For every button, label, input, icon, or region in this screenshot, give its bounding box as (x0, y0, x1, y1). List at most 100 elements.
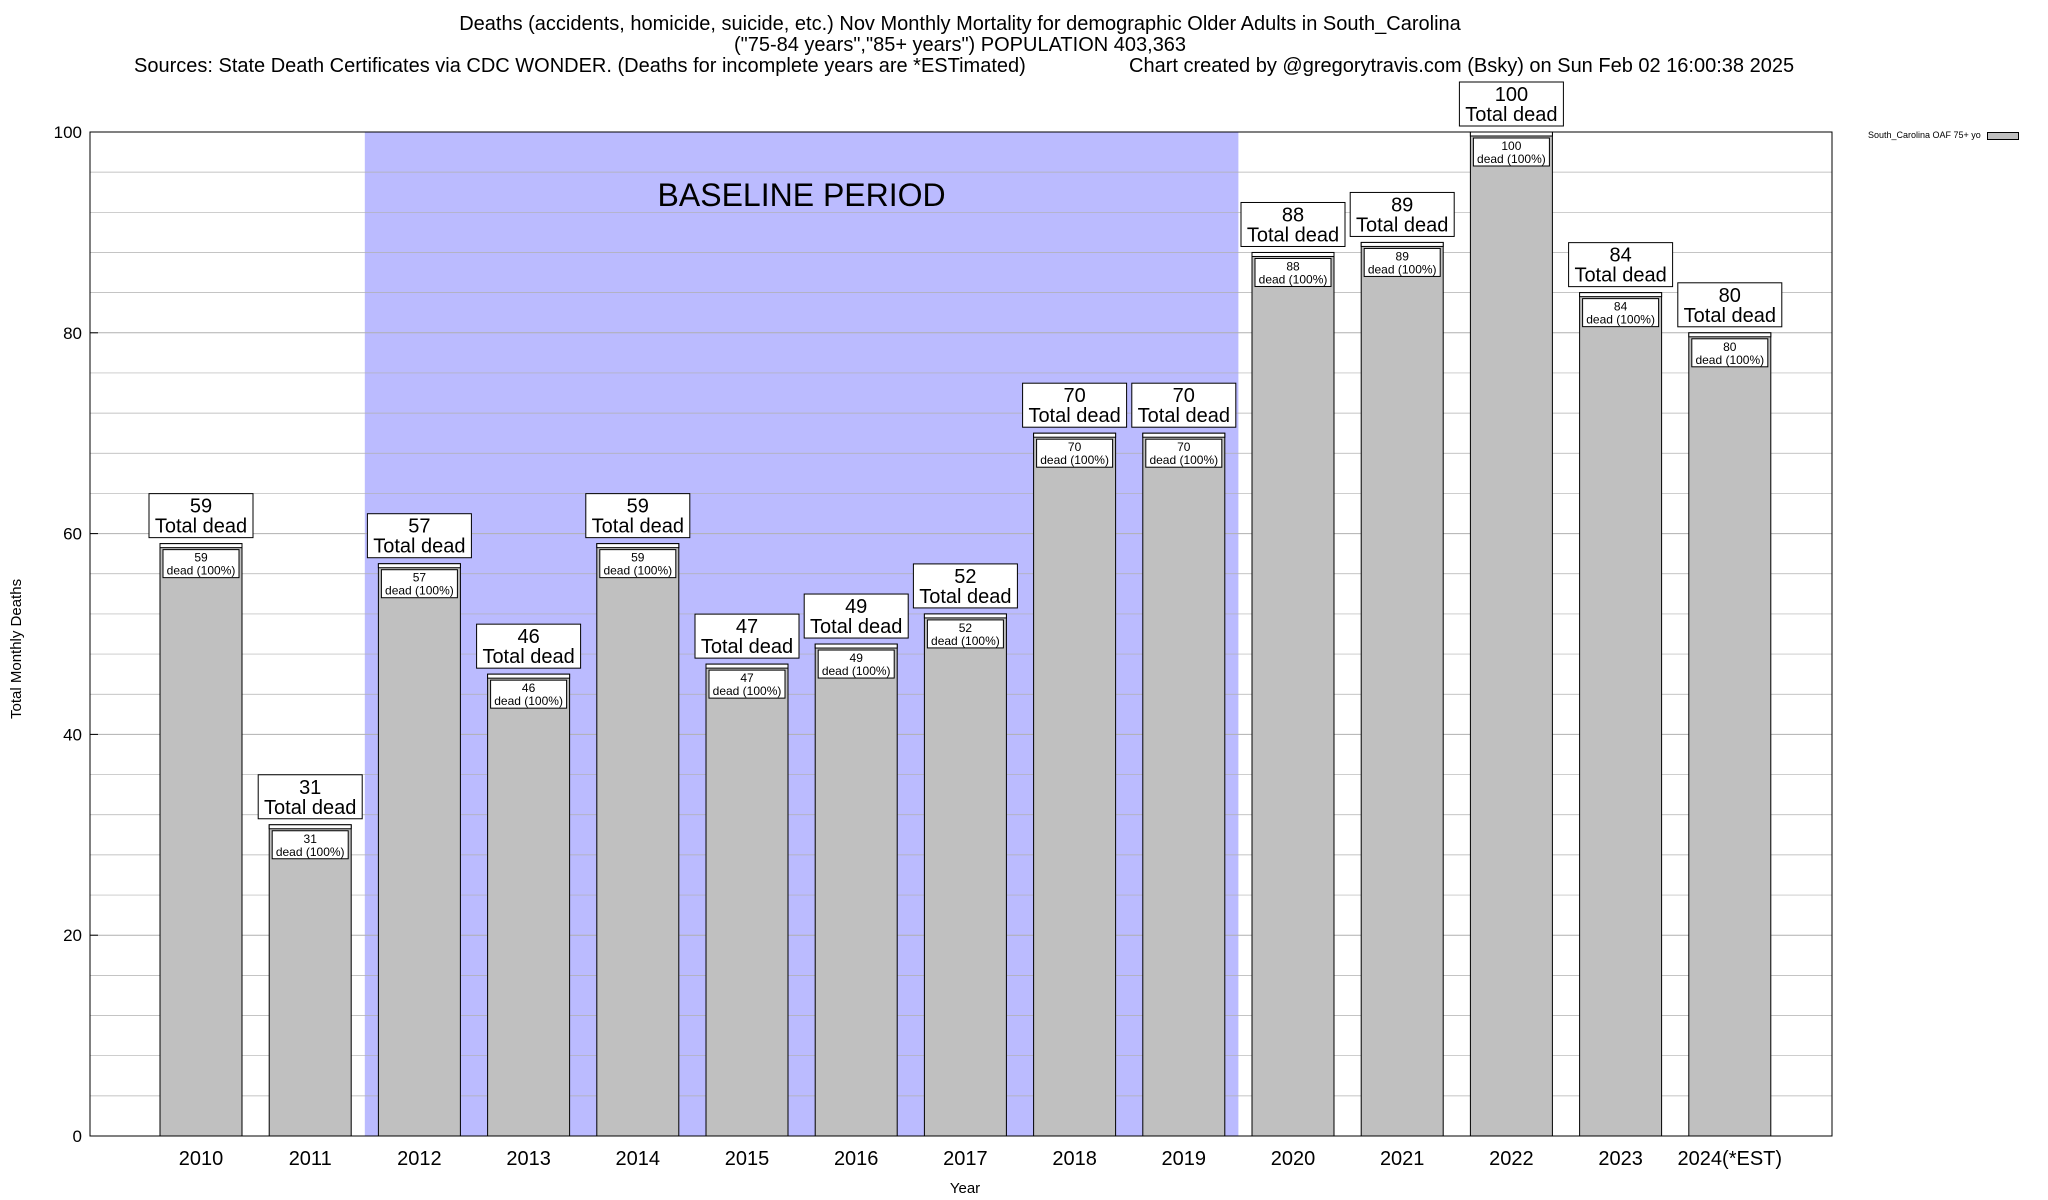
x-tick-label: 2011 (289, 1148, 332, 1170)
inner-label-box (817, 649, 895, 679)
total-value-label: 57 (408, 516, 430, 538)
inner-label-box (162, 549, 240, 579)
x-tick-label: 2022 (1489, 1148, 1534, 1170)
x-tick-label: 2021 (1380, 1148, 1425, 1170)
inner-percent-label: dead (100%) (1586, 313, 1655, 327)
bar-cap (487, 673, 571, 679)
y-tick-label: 20 (63, 926, 82, 945)
total-value-label: 80 (1719, 285, 1741, 307)
x-tick-label: 2018 (1052, 1148, 1097, 1170)
chart-subtitle: ("75-84 years","85+ years") POPULATION 4… (733, 34, 1187, 56)
inner-percent-label: dead (100%) (385, 584, 454, 598)
bar-cap (1688, 332, 1772, 338)
inner-percent-label: dead (100%) (822, 664, 891, 678)
total-label-box (694, 613, 800, 659)
total-value-label: 70 (1063, 385, 1085, 407)
plot-frame (89, 131, 1833, 1137)
inner-label-box (599, 549, 677, 579)
x-tick-label: 2024(*EST) (1678, 1148, 1783, 1170)
x-tick-label: 2017 (943, 1148, 988, 1170)
total-dead-label: Total dead (1356, 214, 1448, 236)
total-value-label: 59 (190, 496, 212, 518)
inner-value-label: 57 (413, 571, 427, 585)
bar-cap (1579, 292, 1663, 298)
legend: South_Carolina OAF 75+ yo (1868, 130, 2019, 140)
inner-label-box (1691, 338, 1769, 368)
bar-cap (268, 824, 352, 830)
inner-value-label: 80 (1723, 340, 1737, 354)
chart-source-note: Sources: State Death Certificates via CD… (134, 55, 1026, 77)
bar-cap (1469, 131, 1553, 137)
total-dead-label: Total dead (919, 586, 1011, 608)
x-tick-label: 2023 (1598, 1148, 1643, 1170)
bar-cap (1033, 432, 1117, 438)
inner-value-label: 84 (1614, 300, 1628, 314)
inner-label-box (1036, 438, 1114, 468)
x-tick-label: 2020 (1271, 1148, 1316, 1170)
bar (1579, 292, 1663, 1137)
total-value-label: 59 (627, 496, 649, 518)
total-label-box (1240, 201, 1346, 247)
bar (814, 643, 898, 1137)
total-dead-label: Total dead (1684, 305, 1776, 327)
total-value-label: 49 (845, 596, 867, 618)
bar (705, 663, 789, 1137)
total-value-label: 31 (299, 777, 321, 799)
inner-label-box (1363, 247, 1441, 277)
bar (596, 543, 680, 1137)
chart-credit: Chart created by @gregorytravis.com (Bsk… (1129, 55, 1795, 77)
total-dead-label: Total dead (810, 616, 902, 638)
total-value-label: 100 (1495, 84, 1528, 106)
inner-percent-label: dead (100%) (713, 684, 782, 698)
bar-cap (377, 563, 461, 569)
bar-cap (923, 613, 1007, 619)
y-tick-label: 40 (63, 725, 82, 744)
x-tick-label: 2016 (834, 1148, 879, 1170)
total-label-box (257, 774, 363, 820)
total-label-box (476, 623, 582, 669)
inner-percent-label: dead (100%) (603, 564, 672, 578)
total-label-box (1677, 282, 1783, 328)
x-tick-label: 2012 (397, 1148, 442, 1170)
bar (1469, 131, 1553, 1137)
legend-label: South_Carolina OAF 75+ yo (1868, 130, 1981, 140)
bar (1688, 332, 1772, 1137)
inner-label-box (708, 669, 786, 699)
total-dead-label: Total dead (1247, 224, 1339, 246)
total-label-box (148, 493, 254, 539)
inner-percent-label: dead (100%) (1040, 453, 1109, 467)
bar (1251, 251, 1335, 1137)
bar (159, 543, 243, 1137)
inner-percent-label: dead (100%) (1149, 453, 1218, 467)
total-value-label: 47 (736, 616, 758, 638)
inner-percent-label: dead (100%) (1477, 152, 1546, 166)
inner-value-label: 88 (1286, 259, 1300, 273)
bar (487, 673, 571, 1137)
inner-percent-label: dead (100%) (1695, 353, 1764, 367)
inner-value-label: 31 (304, 832, 318, 846)
x-tick-label: 2019 (1162, 1148, 1207, 1170)
total-dead-label: Total dead (1465, 104, 1557, 126)
x-axis-label: Year (949, 1180, 981, 1197)
inner-value-label: 89 (1396, 249, 1410, 263)
inner-label-box (1472, 137, 1550, 167)
inner-value-label: 70 (1068, 440, 1082, 454)
y-tick-label: 80 (63, 324, 82, 343)
inner-label-box (1254, 257, 1332, 287)
total-dead-label: Total dead (1574, 265, 1666, 287)
x-tick-label: 2013 (506, 1148, 551, 1170)
bar-cap (1142, 432, 1226, 438)
inner-percent-label: dead (100%) (931, 634, 1000, 648)
bar-cap (1251, 251, 1335, 257)
bar (1360, 241, 1444, 1137)
bar (1142, 432, 1226, 1137)
total-value-label: 70 (1173, 385, 1195, 407)
total-dead-label: Total dead (592, 516, 684, 538)
total-label-box (585, 493, 691, 539)
total-label-box (912, 563, 1018, 609)
y-axis-label: Total Monthly Deaths (8, 578, 25, 719)
bar-cap (705, 663, 789, 669)
bar (923, 613, 1007, 1137)
inner-value-label: 70 (1177, 440, 1191, 454)
